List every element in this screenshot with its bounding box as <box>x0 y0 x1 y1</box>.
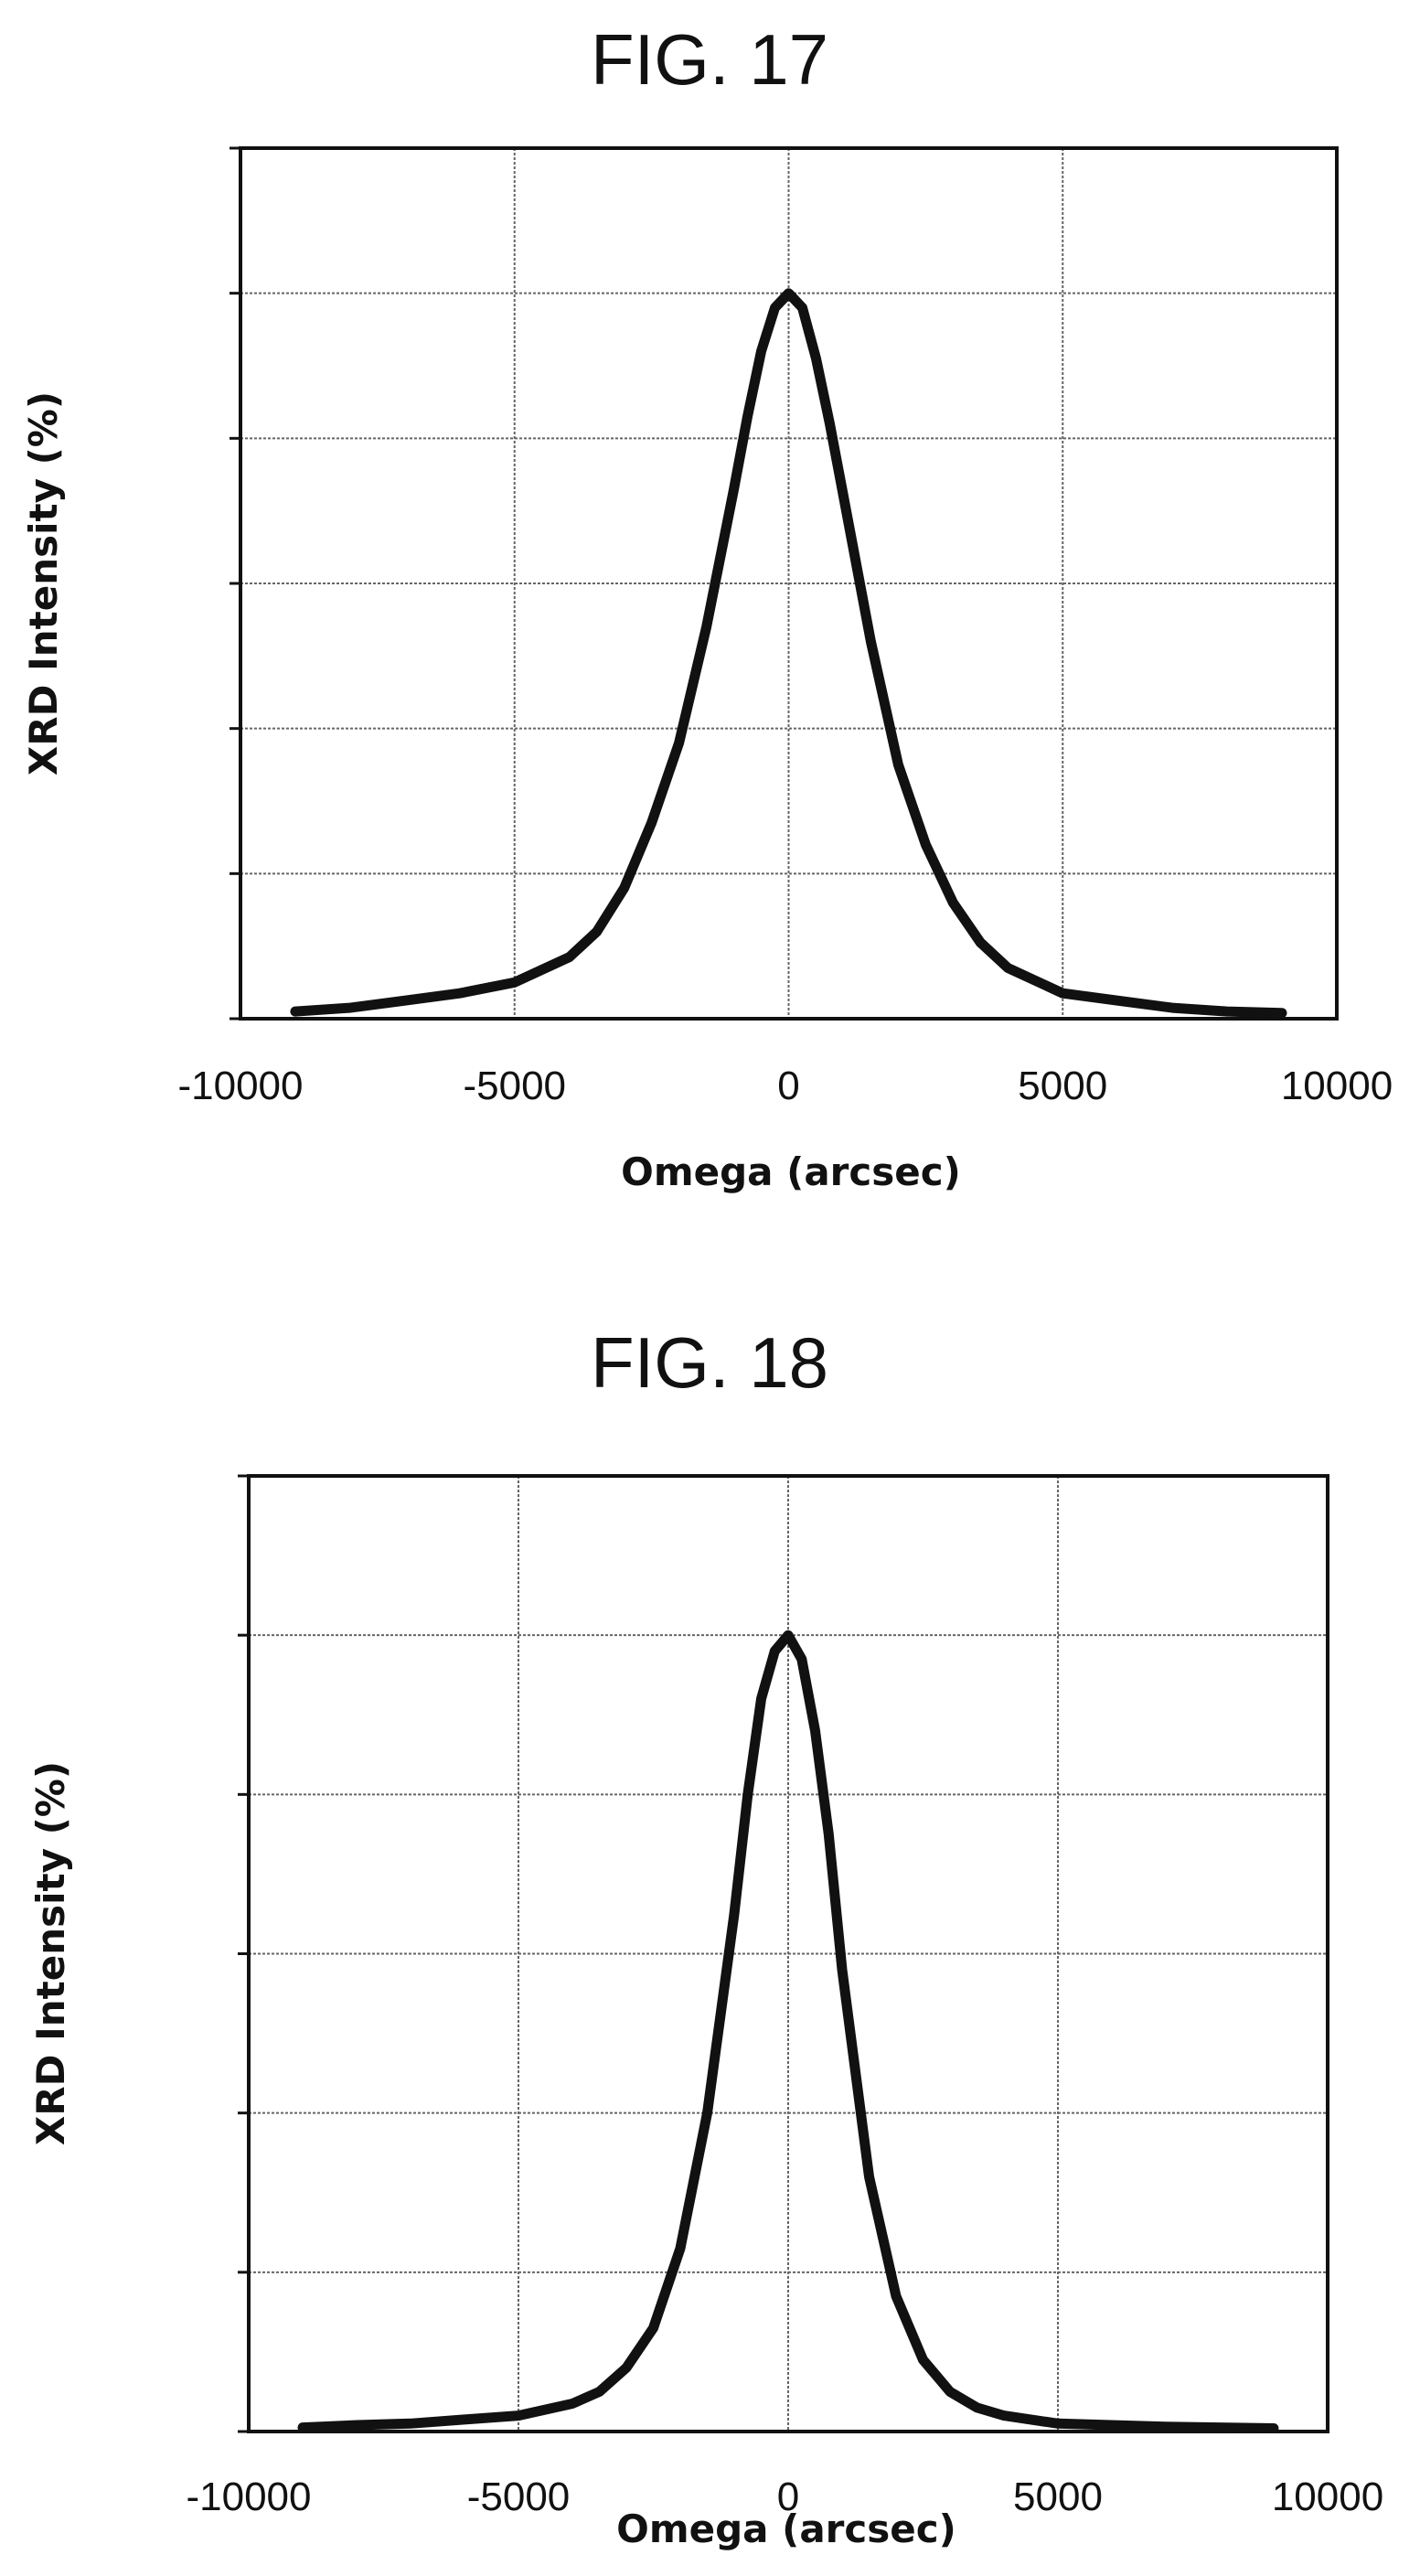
x-axis-label: Omega (arcsec) <box>621 1149 961 1194</box>
y-axis-label: XRD Intensity (%) <box>28 1761 73 2145</box>
x-tick-label: 5000 <box>1013 2474 1103 2519</box>
chart-fig-18: FIG. 18 -10000 -5000 0 5000 10000 Omega (arc… <box>28 1322 1383 2551</box>
figure-17: FIG. 17 -10000 -5000 0 5000 10000 Omega (arc… <box>0 0 1420 1280</box>
y-ticks <box>230 146 240 1021</box>
x-tick-label: -10000 <box>186 2474 311 2519</box>
x-tick-label: 0 <box>777 1064 799 1108</box>
x-tick-label: -10000 <box>177 1064 303 1108</box>
chart-fig-17: FIG. 17 -10000 -5000 0 5000 10000 Omega (arc… <box>21 19 1393 1194</box>
y-ticks <box>238 1474 249 2433</box>
figure-18: FIG. 18 -10000 -5000 0 5000 10000 Omega (arc… <box>0 1280 1420 2576</box>
x-tick-labels: -10000 -5000 0 5000 10000 <box>186 2474 1383 2519</box>
chart-title: FIG. 18 <box>591 1322 828 1403</box>
series-line <box>297 1630 1279 2433</box>
x-tick-label: 5000 <box>1018 1064 1107 1108</box>
gridlines <box>240 148 1338 1019</box>
x-tick-label: 10000 <box>1272 2474 1383 2519</box>
x-tick-label: 0 <box>777 2474 799 2519</box>
chart-title: FIG. 17 <box>591 19 828 100</box>
series-line <box>290 288 1287 1019</box>
gridlines <box>248 1476 1329 2432</box>
x-axis-label: Omega (arcsec) <box>616 2507 956 2551</box>
x-tick-label: -5000 <box>463 1064 566 1108</box>
x-tick-labels: -10000 -5000 0 5000 10000 <box>177 1064 1393 1108</box>
x-tick-label: -5000 <box>467 2474 571 2519</box>
x-tick-label: 10000 <box>1281 1064 1393 1108</box>
y-axis-label: XRD Intensity (%) <box>21 391 66 775</box>
